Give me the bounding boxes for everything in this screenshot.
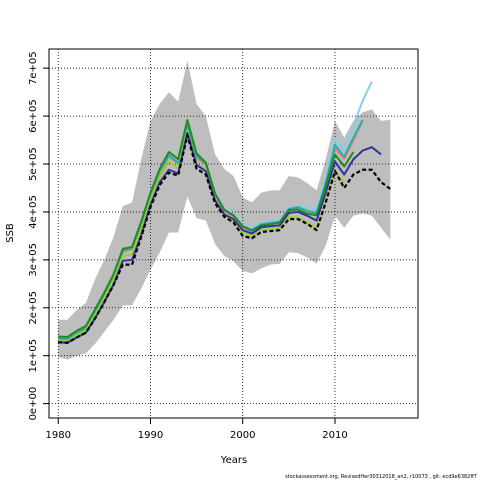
- x-tick-label: 1990: [138, 430, 163, 441]
- y-tick-label: 5e+05: [28, 147, 39, 181]
- y-tick-label: 4e+05: [28, 195, 39, 229]
- x-axis-title: Years: [220, 455, 247, 466]
- plot-frame: [48, 48, 419, 419]
- y-tick-label: 3e+05: [28, 243, 39, 277]
- series-layer: [58, 81, 391, 344]
- x-tick-label: 2000: [230, 430, 255, 441]
- x-tick-label: 1980: [45, 430, 70, 441]
- footer-text: stockassessment.org, RevisedHer30312018_…: [285, 474, 477, 480]
- y-tick-label: 6e+05: [28, 99, 39, 133]
- series-line-7: [58, 134, 391, 344]
- y-tick-label: 1e+05: [28, 339, 39, 373]
- y-axis: 0e+00 1e+05 2e+05 3e+05 4e+05 5e+05 6e+05 7e+05: [28, 51, 49, 420]
- x-axis: 1980 1990 2000 2010: [45, 418, 348, 441]
- series-line-6: [58, 131, 382, 344]
- y-tick-label: 7e+05: [28, 51, 39, 85]
- y-tick-label: 0e+00: [28, 387, 39, 421]
- y-tick-label: 2e+05: [28, 291, 39, 325]
- y-axis-title: SSB: [5, 223, 16, 243]
- series-line-4: [58, 118, 355, 339]
- x-tick-label: 2010: [322, 430, 347, 441]
